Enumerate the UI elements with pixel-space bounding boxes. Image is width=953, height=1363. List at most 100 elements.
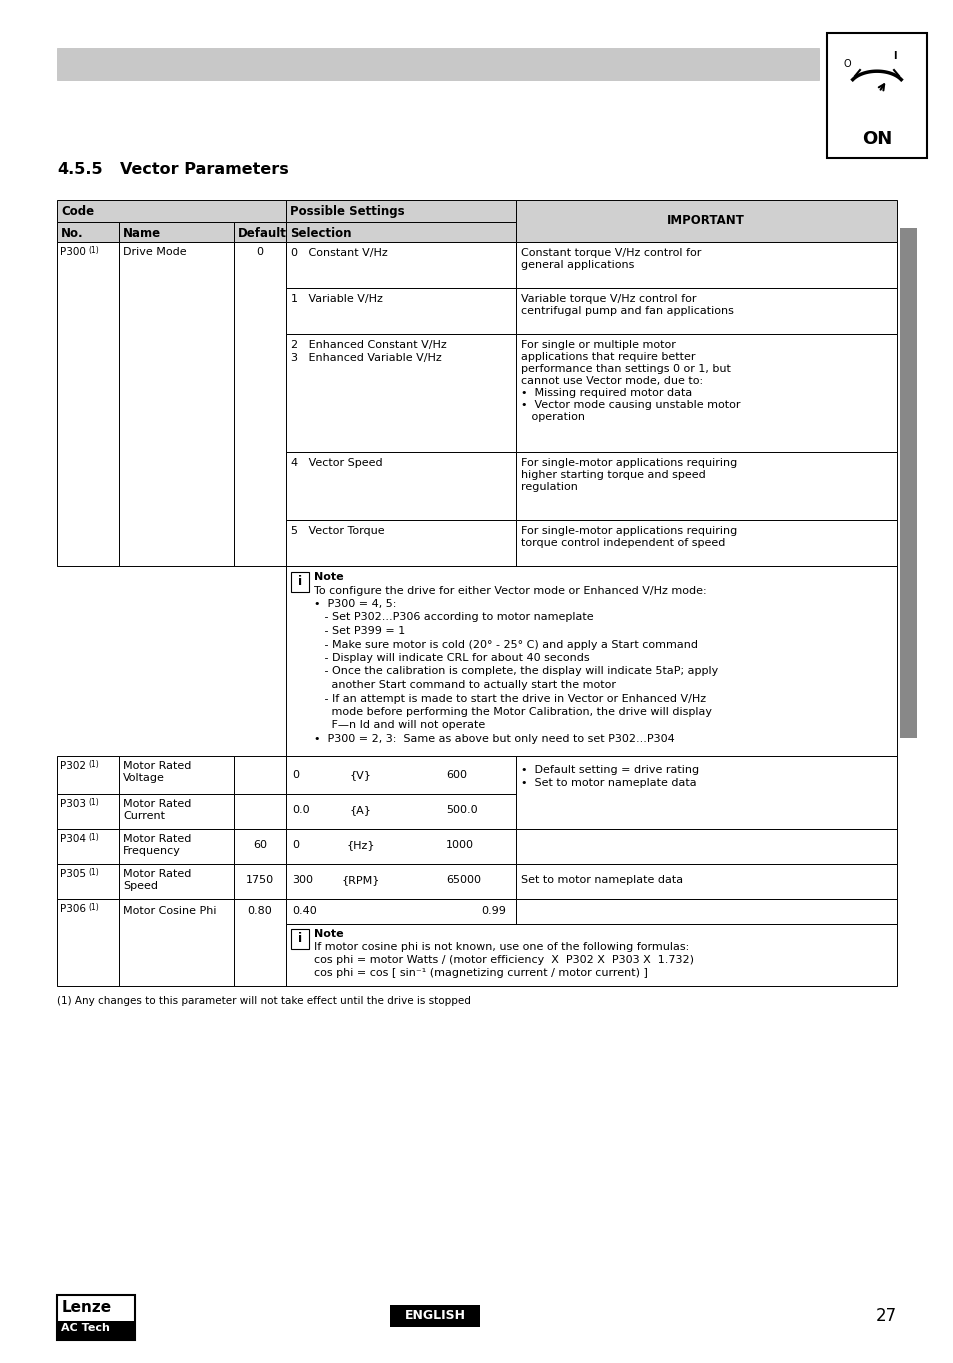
Text: Constant torque V/Hz control for: Constant torque V/Hz control for	[520, 248, 700, 258]
Text: P304: P304	[60, 834, 86, 844]
Text: operation: operation	[520, 412, 584, 423]
Bar	[286, 288, 516, 334]
Bar	[286, 900, 516, 924]
Bar	[516, 864, 896, 900]
Text: - Display will indicate СRL for about 40 seconds: - Display will indicate СRL for about 40…	[314, 653, 589, 662]
Text: •  Set to motor nameplate data: • Set to motor nameplate data	[520, 778, 696, 788]
Bar	[286, 521, 516, 566]
Text: 0.40: 0.40	[292, 906, 316, 916]
Bar	[233, 900, 286, 985]
Bar	[286, 924, 896, 985]
Text: To configure the drive for either Vector mode or Enhanced V/Hz mode:: To configure the drive for either Vector…	[314, 586, 706, 596]
Bar	[516, 756, 896, 829]
Text: 0.0: 0.0	[292, 806, 310, 815]
Text: - Set P302...P306 according to motor nameplate: - Set P302...P306 according to motor nam…	[314, 612, 593, 623]
Text: Motor Rated
Current: Motor Rated Current	[123, 799, 192, 821]
Text: cos phi = cos [ sin⁻¹ (magnetizing current / motor current) ]: cos phi = cos [ sin⁻¹ (magnetizing curre…	[314, 968, 647, 979]
Text: If motor cosine phi is not known, use one of the following formulas:: If motor cosine phi is not known, use on…	[314, 942, 688, 951]
Text: 600: 600	[446, 770, 467, 780]
Text: centrifugal pump and fan applications: centrifugal pump and fan applications	[520, 307, 733, 316]
Text: 500.0: 500.0	[446, 806, 477, 815]
Bar	[57, 756, 119, 795]
Text: Note: Note	[314, 930, 343, 939]
Bar	[516, 453, 896, 521]
Text: P303: P303	[60, 799, 86, 810]
Bar	[286, 566, 896, 756]
Text: - Set P399 = 1: - Set P399 = 1	[314, 626, 405, 637]
Text: 3   Enhanced Variable V/Hz: 3 Enhanced Variable V/Hz	[291, 353, 441, 363]
Bar	[516, 288, 896, 334]
Text: •  Vector mode causing unstable motor: • Vector mode causing unstable motor	[520, 399, 740, 410]
Text: •  P300 = 4, 5:: • P300 = 4, 5:	[314, 598, 395, 609]
Text: Motor Rated
Frequency: Motor Rated Frequency	[123, 834, 192, 856]
Text: 2   Enhanced Constant V/Hz: 2 Enhanced Constant V/Hz	[291, 339, 446, 350]
Text: (1): (1)	[88, 797, 99, 807]
Text: Default: Default	[237, 228, 287, 240]
Text: (1): (1)	[88, 833, 99, 842]
Bar	[516, 829, 896, 864]
Text: 1000: 1000	[446, 840, 474, 851]
Text: 300: 300	[292, 875, 313, 885]
Text: {RPM}: {RPM}	[341, 875, 380, 885]
Bar	[286, 829, 516, 864]
Bar	[119, 756, 233, 795]
Text: {A}: {A}	[350, 806, 372, 815]
Text: Note: Note	[314, 572, 343, 582]
Text: For single-motor applications requiring: For single-motor applications requiring	[520, 526, 737, 536]
Text: P306: P306	[60, 904, 86, 915]
Bar	[516, 200, 896, 243]
Text: 4   Vector Speed: 4 Vector Speed	[291, 458, 382, 468]
Bar	[119, 795, 233, 829]
Bar	[516, 900, 896, 924]
Text: Possible Settings: Possible Settings	[290, 204, 404, 218]
Text: ENGLISH: ENGLISH	[404, 1308, 465, 1322]
Bar	[57, 864, 119, 900]
Text: - Make sure motor is cold (20° - 25° C) and apply a Start command: - Make sure motor is cold (20° - 25° C) …	[314, 639, 698, 650]
Text: F—n Id and will not operate: F—n Id and will not operate	[314, 721, 485, 731]
Text: applications that require better: applications that require better	[520, 352, 695, 363]
Text: Motor Rated
Voltage: Motor Rated Voltage	[123, 761, 192, 782]
Bar	[233, 222, 286, 243]
Text: ON: ON	[861, 129, 891, 149]
Text: torque control independent of speed: torque control independent of speed	[520, 538, 724, 548]
Bar	[233, 795, 286, 829]
Bar	[286, 756, 516, 795]
Bar	[390, 1304, 479, 1328]
Text: •  Missing required motor data: • Missing required motor data	[520, 388, 692, 398]
Text: 0.80: 0.80	[248, 906, 273, 916]
Text: performance than settings 0 or 1, but: performance than settings 0 or 1, but	[520, 364, 730, 373]
Bar	[119, 829, 233, 864]
Bar	[286, 243, 516, 288]
Text: cannot use Vector mode, due to:: cannot use Vector mode, due to:	[520, 376, 702, 386]
Bar	[233, 829, 286, 864]
Bar	[286, 222, 516, 243]
Text: Set to motor nameplate data: Set to motor nameplate data	[520, 875, 682, 885]
Text: 1750: 1750	[246, 875, 274, 885]
Bar	[516, 521, 896, 566]
Text: cos phi = motor Watts / (motor efficiency  X  P302 X  P303 X  1.732): cos phi = motor Watts / (motor efficienc…	[314, 955, 693, 965]
Bar	[57, 1321, 135, 1338]
Bar	[826, 33, 926, 158]
Bar	[286, 200, 516, 222]
Bar	[119, 864, 233, 900]
Text: Lenze: Lenze	[62, 1300, 112, 1315]
Bar	[233, 756, 286, 795]
Text: regulation: regulation	[520, 483, 578, 492]
Bar	[286, 795, 516, 829]
Bar	[291, 572, 309, 592]
Text: 0.99: 0.99	[480, 906, 505, 916]
Text: i: i	[297, 575, 302, 587]
Bar	[57, 1295, 135, 1340]
Text: Motor Cosine Phi: Motor Cosine Phi	[123, 906, 216, 916]
Text: O: O	[842, 59, 850, 70]
Text: (1) Any changes to this parameter will not take effect until the drive is stoppe: (1) Any changes to this parameter will n…	[57, 996, 471, 1006]
Text: 1   Variable V/Hz: 1 Variable V/Hz	[291, 294, 382, 304]
Text: higher starting torque and speed: higher starting torque and speed	[520, 470, 705, 480]
Text: 0   Constant V/Hz: 0 Constant V/Hz	[291, 248, 387, 258]
Text: For single-motor applications requiring: For single-motor applications requiring	[520, 458, 737, 468]
Text: •  P300 = 2, 3:  Same as above but only need to set P302...P304: • P300 = 2, 3: Same as above but only ne…	[314, 735, 674, 744]
Text: 5   Vector Torque: 5 Vector Torque	[291, 526, 384, 536]
Text: 4.5.5: 4.5.5	[57, 162, 103, 177]
Text: Drive Mode: Drive Mode	[123, 247, 187, 258]
Text: {Hz}: {Hz}	[346, 840, 375, 851]
